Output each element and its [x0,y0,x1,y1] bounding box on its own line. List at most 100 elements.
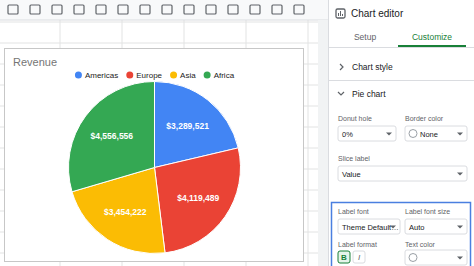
grid-row [0,43,318,44]
pie-slice [155,148,241,253]
data-label: $3,289,521 [166,121,209,131]
scroll-strip [318,20,328,266]
chart-frame [5,49,304,262]
dropdown-arrow [457,257,463,260]
editor-tab[interactable]: Customize [412,32,452,42]
dropdown-value: Auto [409,223,424,232]
highlight-box [332,203,471,266]
dropdown-box [405,250,467,265]
toolbar-icon[interactable] [206,5,216,14]
dropdown-box [338,166,467,181]
dropdown-box [405,219,467,234]
dropdown-value: 0% [342,130,353,139]
color-swatch [409,254,417,262]
dropdown-box [405,126,467,141]
toolbar-icon[interactable] [140,5,150,14]
editor-bg [328,0,474,266]
legend-label: Asia [180,71,196,80]
chevron [338,92,344,95]
sheet-grid [0,20,318,266]
field-label: Border color [405,115,444,122]
toolbar [0,0,328,20]
dropdown-value: None [420,130,438,139]
data-label: $3,454,222 [104,207,147,217]
background [0,0,474,266]
dropdown[interactable]: Value [338,166,467,181]
dropdown-box [338,219,400,234]
toolbar-icon[interactable] [250,5,260,14]
data-label: $4,556,556 [91,131,134,141]
dropdown-arrow [457,133,463,136]
pie-slice [68,82,154,192]
format-button[interactable] [338,251,350,263]
dropdown-value: Value [342,170,361,179]
toolbar-bg [0,0,328,20]
dropdown[interactable]: None [405,126,467,141]
dropdown-arrow [457,173,463,176]
field-label: Label format [338,241,377,248]
chart-editor: Chart editor Setup Customize Chart style Pie… [328,0,474,266]
section-title[interactable]: Pie chart [352,89,386,99]
data-label: $4,119,489 [177,193,219,203]
section-border [329,80,474,81]
editor-icon-bars [339,11,343,16]
legend-swatch [75,72,82,79]
toolbar-icon[interactable] [8,5,18,14]
field-label: Slice label [338,155,370,162]
chart: Revenue $3,289,521 $4,119,489 $3,454,222 $4,… [5,49,304,262]
dropdown[interactable] [405,250,467,265]
legend-label: Americas [85,71,118,80]
toolbar-icon[interactable] [30,5,40,14]
legend-item: Americas [75,71,118,80]
toolbar-icon[interactable] [52,5,62,14]
legend-swatch [204,72,211,79]
screen: Revenue $3,289,521 $4,119,489 $3,454,222 $4,… [0,0,474,266]
field-label: Label font [338,208,369,215]
grid-row [0,22,318,23]
legend-item: Asia [170,71,196,80]
section-title[interactable]: Chart style [352,62,393,72]
dropdown-box [338,126,396,141]
editor-tab[interactable]: Setup [354,32,376,42]
toolbar-icon[interactable] [294,5,304,14]
dropdown[interactable]: Auto [405,219,467,234]
field-label: Label font size [405,208,450,215]
color-swatch [409,130,417,138]
toolbar-icon[interactable] [74,5,84,14]
editor-title: Chart editor [351,8,404,19]
page: Revenue $3,289,521 $4,119,489 $3,454,222 $4,… [0,0,474,266]
format-button[interactable] [353,251,365,263]
field-label: Text color [405,241,436,248]
dropdown[interactable]: 0% [338,126,396,141]
toolbar-icon[interactable] [228,5,238,14]
legend-label: Europe [136,71,162,80]
chevron [340,64,343,70]
toolbar-icon[interactable] [162,5,172,14]
legend-label: Africa [214,71,235,80]
legend-swatch [170,72,177,79]
legend-item: Europe [126,71,162,80]
toolbar-border [0,20,328,21]
toolbar-icon[interactable] [184,5,194,14]
format-button-label: I [358,253,361,262]
format-button-label: B [341,253,347,262]
chart-title: Revenue [13,56,57,68]
dropdown[interactable]: Theme Default… [338,219,400,234]
dropdown-value: Theme Default… [342,223,399,232]
toolbar-icon[interactable] [272,5,282,14]
legend: Americas Europe Asia Africa [75,71,235,80]
field-label: Donut hole [338,115,372,122]
toolbar-icon[interactable] [118,5,128,14]
legend-item: Africa [204,71,235,80]
tab-border [329,47,474,48]
legend-swatch [126,72,133,79]
tab-underline [398,45,466,47]
editor-icon [336,9,345,18]
toolbar-icon[interactable] [96,5,106,14]
dropdown-arrow [457,226,463,229]
data-labels: $3,289,521 $4,119,489 $3,454,222 $4,556,556 [91,121,220,217]
dropdown-arrow [386,133,392,136]
grid-col [308,20,309,266]
editor-border [328,0,329,266]
slices [68,82,240,254]
